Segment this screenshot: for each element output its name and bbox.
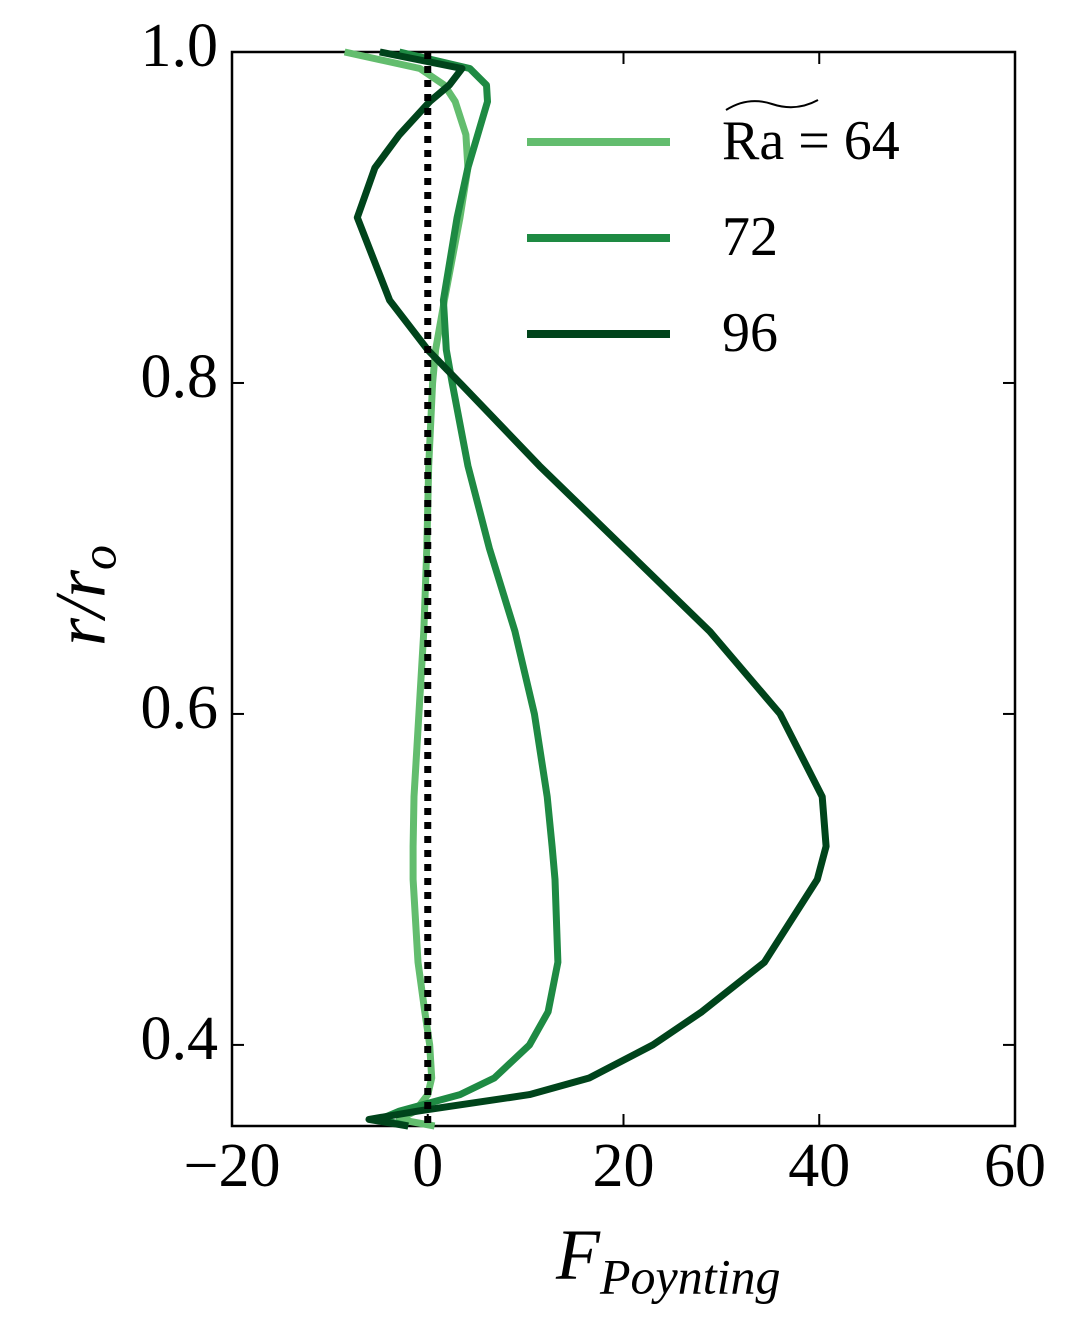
x-tick-label: 40: [788, 1132, 850, 1200]
x-tick-label: −20: [184, 1132, 281, 1200]
x-axis-label: F: [555, 1215, 601, 1295]
legend-tilde: [725, 99, 819, 111]
plot-frame: [230, 50, 1017, 1128]
x-tick-label: 0: [412, 1132, 443, 1200]
x-tick-label: 60: [984, 1132, 1046, 1200]
legend-label: 96: [722, 302, 778, 364]
x-axis-label-sub: Poynting: [599, 1248, 781, 1304]
series-line: [343, 48, 472, 1130]
y-axis-label: r/r: [41, 569, 121, 646]
y-tick-label: 0.8: [141, 343, 219, 411]
series-line: [376, 48, 562, 1130]
y-tick-label: 0.4: [141, 1005, 219, 1073]
series-line: [353, 48, 830, 1130]
y-axis-label-group: r/r o: [41, 545, 127, 646]
y-axis-label-sub: o: [70, 545, 126, 570]
legend-label: Ra = 64: [722, 110, 900, 172]
y-tick-label: 1.0: [141, 12, 219, 80]
y-tick-label: 0.6: [141, 674, 219, 742]
x-tick-label: 20: [593, 1132, 655, 1200]
legend-label: 72: [722, 206, 778, 268]
